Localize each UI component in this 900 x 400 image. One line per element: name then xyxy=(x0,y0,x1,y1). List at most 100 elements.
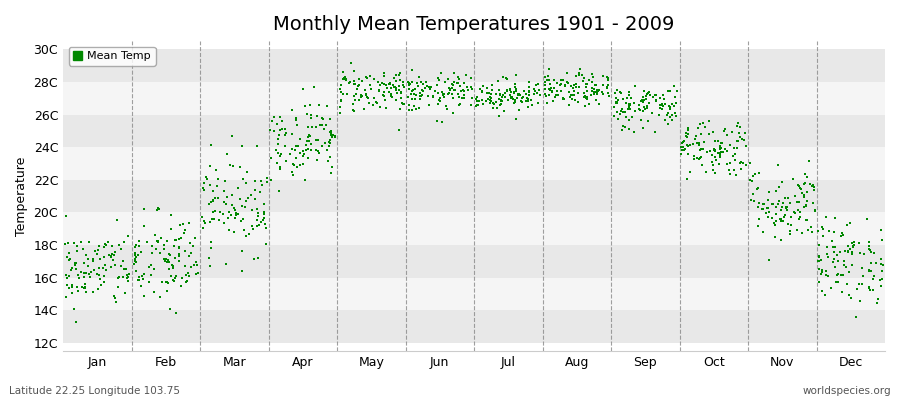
Point xyxy=(355,92,369,99)
Point xyxy=(409,92,423,98)
Point xyxy=(229,212,243,219)
Point xyxy=(765,215,779,221)
Point xyxy=(301,155,315,161)
Point xyxy=(679,132,693,139)
Point xyxy=(595,89,609,96)
Point xyxy=(187,235,202,241)
Point xyxy=(446,95,460,101)
Point xyxy=(210,182,224,189)
Point xyxy=(284,151,298,158)
Point xyxy=(255,182,269,188)
Point xyxy=(324,132,338,138)
Point xyxy=(474,88,489,95)
Point xyxy=(315,122,329,128)
Point xyxy=(845,240,859,246)
Point xyxy=(874,227,888,233)
Point xyxy=(610,97,625,104)
Point xyxy=(175,283,189,289)
Point xyxy=(494,98,508,104)
Point xyxy=(288,147,302,154)
Point xyxy=(252,221,266,228)
Point xyxy=(755,206,770,212)
Point xyxy=(426,93,440,99)
Point xyxy=(792,214,806,220)
Point xyxy=(724,129,739,136)
Point xyxy=(662,88,676,94)
Point xyxy=(525,102,539,109)
Point xyxy=(366,95,381,101)
Point xyxy=(393,77,408,83)
Point xyxy=(522,79,536,85)
Point xyxy=(609,100,624,106)
Point xyxy=(422,101,436,108)
Point xyxy=(272,132,286,138)
Point xyxy=(373,82,387,89)
Point xyxy=(325,163,339,170)
Point xyxy=(819,268,833,274)
Point xyxy=(835,230,850,236)
Point xyxy=(831,271,845,277)
Point xyxy=(694,131,708,137)
Point xyxy=(172,244,186,250)
Point xyxy=(762,189,777,196)
Point xyxy=(875,237,889,243)
Point xyxy=(717,146,732,152)
Point xyxy=(202,162,217,169)
Point xyxy=(238,233,253,240)
Point xyxy=(393,106,408,112)
Point xyxy=(800,189,814,195)
Point xyxy=(501,97,516,103)
Point xyxy=(580,80,595,87)
Point xyxy=(655,100,670,107)
Point xyxy=(235,268,249,274)
Point xyxy=(618,109,633,115)
Point xyxy=(408,86,422,93)
Point xyxy=(272,188,286,194)
Point xyxy=(433,94,447,101)
Point xyxy=(689,154,704,161)
Point xyxy=(401,81,416,88)
Point xyxy=(274,118,289,124)
Point xyxy=(109,299,123,306)
Point xyxy=(498,89,512,96)
Point xyxy=(504,89,518,96)
Point xyxy=(142,264,157,270)
Point xyxy=(289,116,303,123)
Point xyxy=(251,255,266,261)
Point xyxy=(323,154,338,160)
Point xyxy=(372,88,386,94)
Point xyxy=(407,103,421,109)
Point xyxy=(445,85,459,92)
Point xyxy=(743,160,758,166)
Point xyxy=(705,158,719,165)
Point xyxy=(147,288,161,295)
Point xyxy=(268,147,283,154)
Point xyxy=(589,97,603,103)
Point xyxy=(90,271,104,278)
Point xyxy=(562,102,576,108)
Point xyxy=(289,155,303,161)
Point xyxy=(489,91,503,98)
Point xyxy=(172,245,186,251)
Point xyxy=(689,132,704,139)
Point xyxy=(377,89,392,95)
Point xyxy=(333,97,347,103)
Point xyxy=(382,89,396,95)
Point xyxy=(690,125,705,131)
Point xyxy=(338,76,352,82)
Point xyxy=(722,167,736,174)
Point xyxy=(392,127,406,133)
Point xyxy=(507,100,521,106)
Point xyxy=(806,200,820,206)
Point xyxy=(616,123,630,129)
Point xyxy=(550,80,564,87)
Point xyxy=(443,87,457,94)
Point xyxy=(847,242,861,248)
Point xyxy=(336,68,350,75)
Point xyxy=(303,112,318,118)
Point xyxy=(270,150,284,156)
Point xyxy=(662,88,677,95)
Point xyxy=(416,88,430,94)
Point xyxy=(168,273,183,279)
Point xyxy=(544,85,558,91)
